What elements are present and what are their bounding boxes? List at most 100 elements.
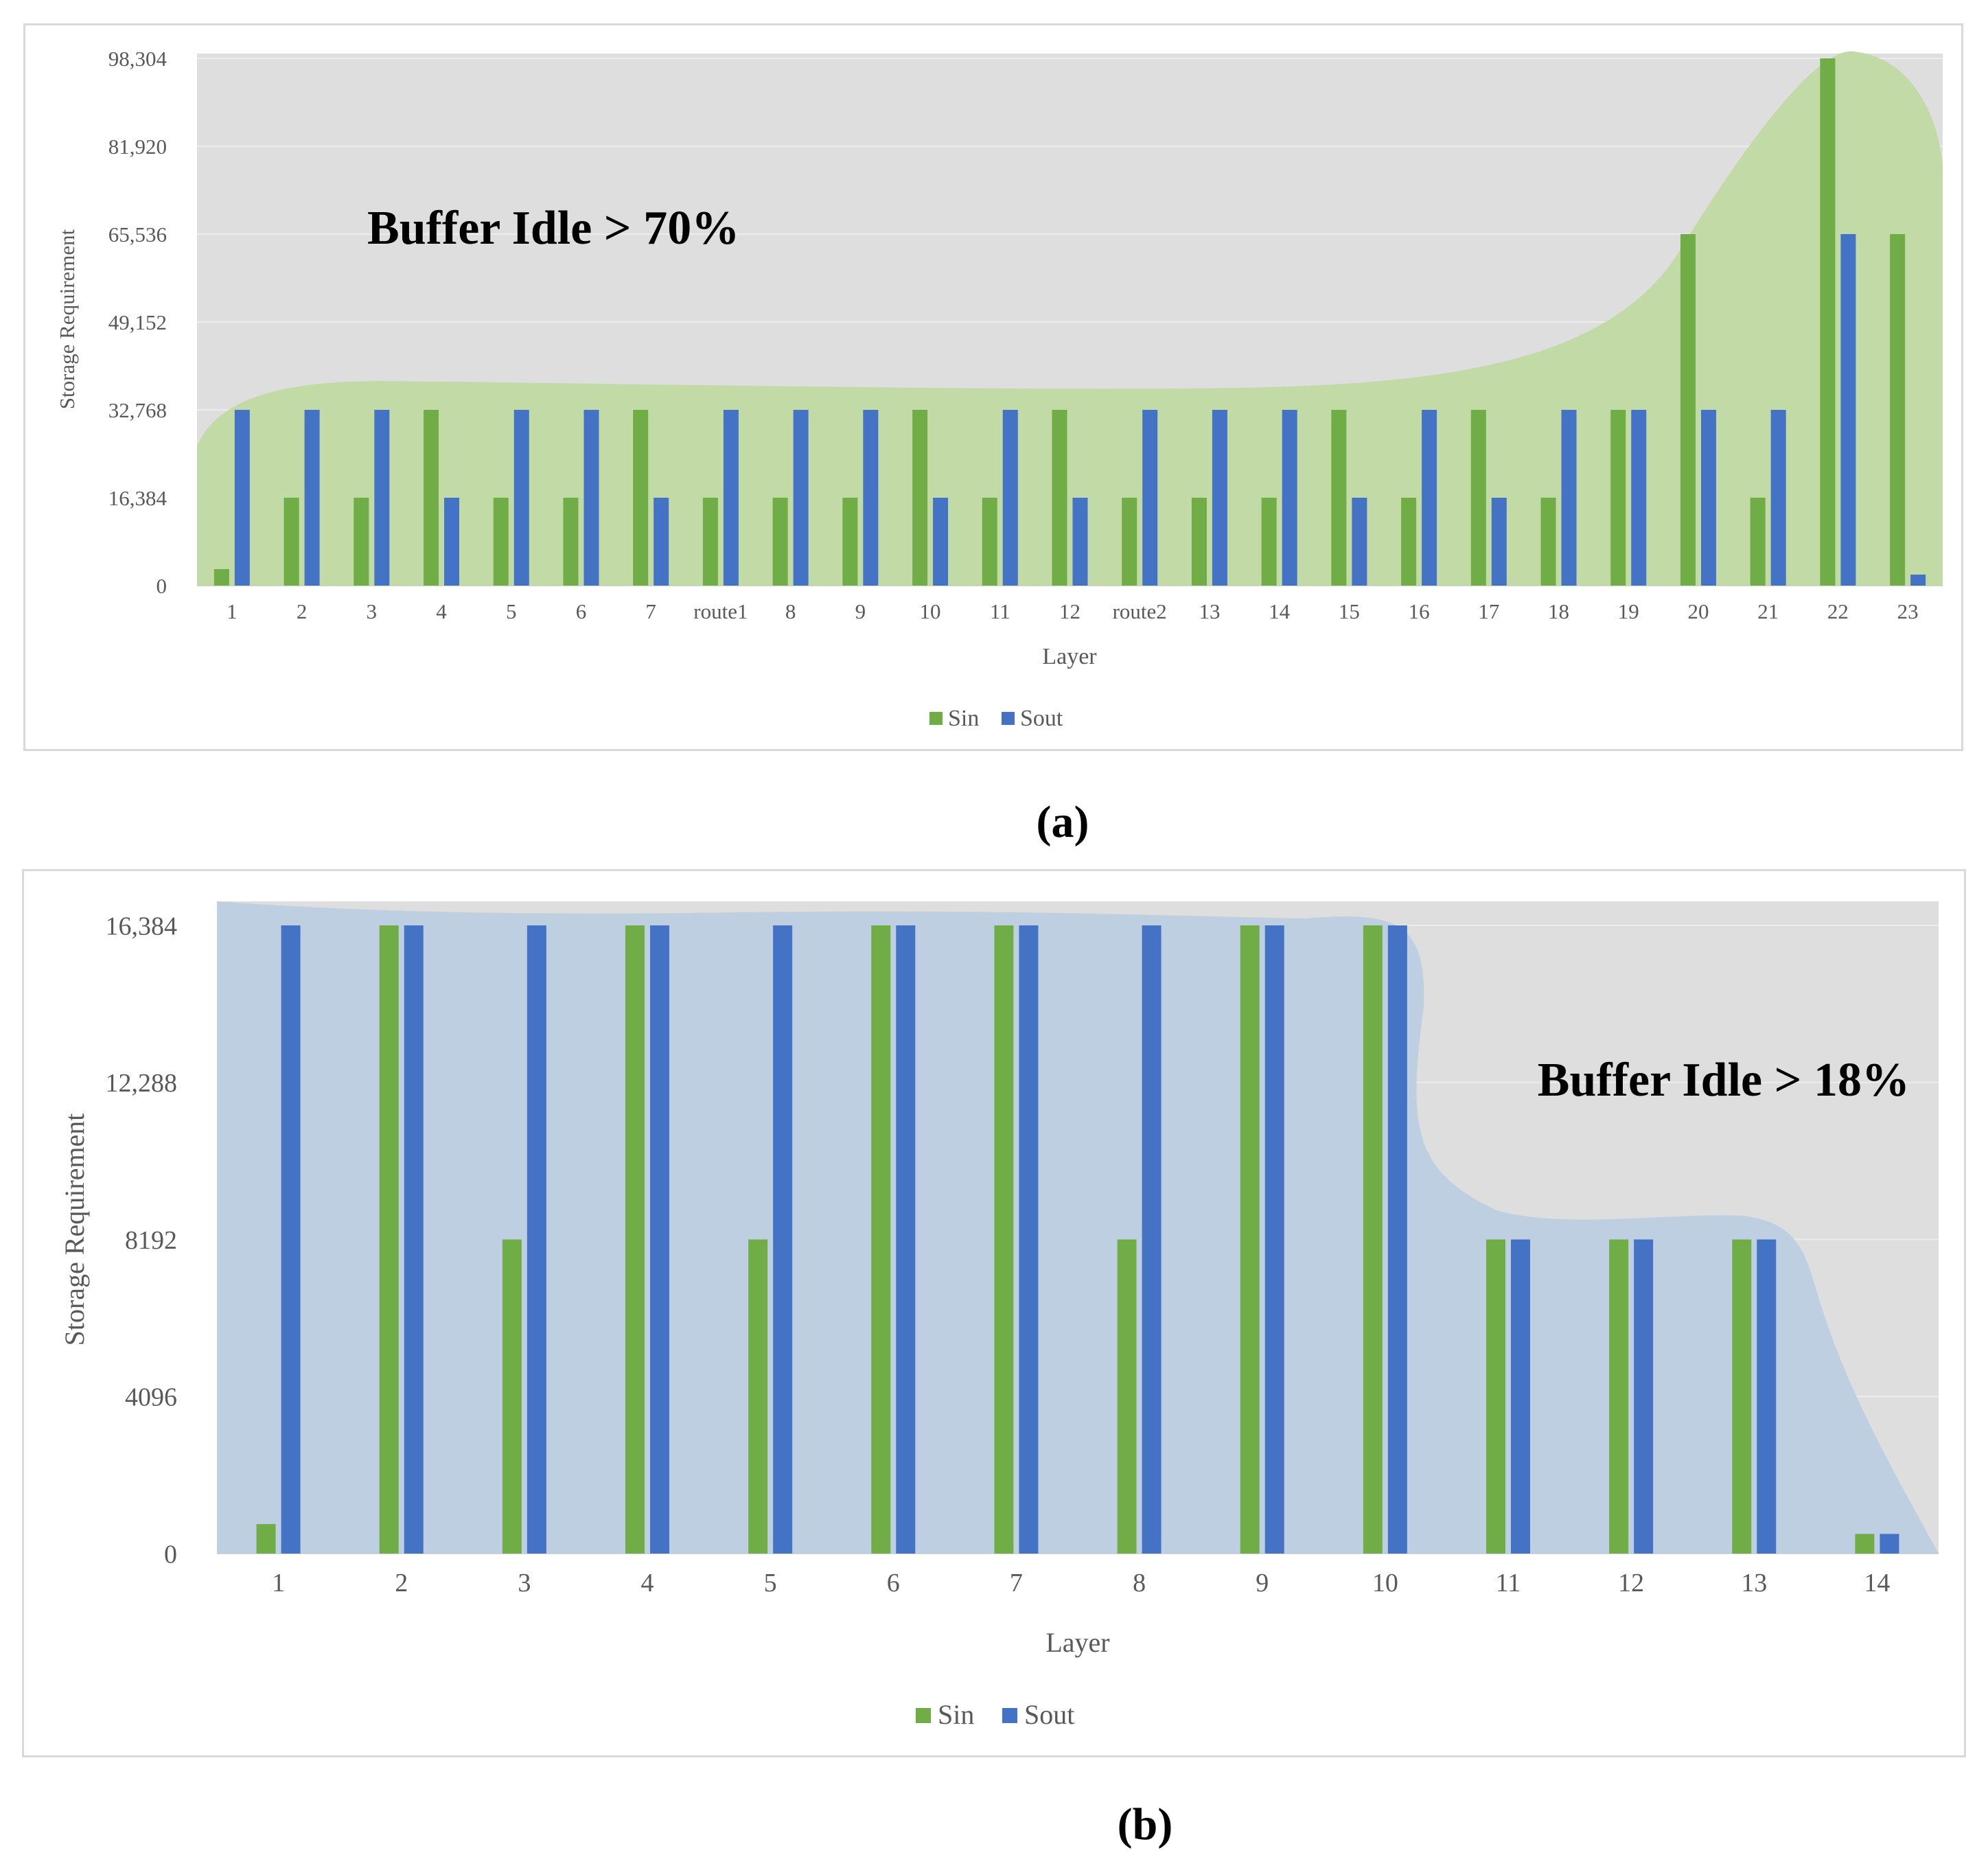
x-tick-label: 4 [641,1569,654,1597]
bar-sin [1750,498,1766,586]
bar-sin [1732,1239,1752,1554]
x-tick-label: 7 [645,599,656,623]
bar-sout [1019,925,1039,1554]
bar-sin [1486,1239,1505,1554]
x-tick-label: 1 [227,599,238,623]
bar-sout [281,925,301,1554]
bar-sin [994,925,1014,1554]
y-tick-label: 0 [157,574,167,598]
chart-b-area-envelope [217,901,1939,1554]
x-tick-label: 11 [1496,1569,1521,1597]
bar-sout [1757,1239,1777,1554]
bar-sout [527,925,546,1554]
chart-a-annotation: Buffer Idle > 70% [367,202,739,255]
bar-sout [1511,1239,1530,1554]
chart-b-legend: Sin Sout [916,1699,1074,1730]
x-tick-label: 12 [1618,1569,1644,1597]
x-tick-label: 7 [1010,1569,1023,1597]
bar-sin [1820,58,1836,586]
bar-sin [256,1524,276,1554]
bar-sin [871,925,891,1554]
x-tick-label: 3 [518,1569,531,1597]
bar-sin [1240,925,1260,1554]
bar-sout [1700,410,1716,586]
bar-sout [1142,410,1158,586]
bar-sin [625,925,645,1554]
x-tick-label: 8 [785,599,796,623]
bar-sin [1052,410,1067,586]
y-tick-label: 32,768 [108,398,167,422]
bar-sin [1191,498,1207,586]
bar-sout [1770,410,1786,586]
bar-sout [234,410,250,586]
bar-sin [1331,410,1347,586]
bar-sin [1855,1534,1875,1554]
bar-sin [354,498,369,586]
chart-b-yticks: 0 4096 8192 12,288 16,384 [106,912,178,1569]
bar-sout [1910,575,1926,586]
bar-sout [650,925,669,1554]
bar-sout [374,410,390,586]
x-tick-label: 6 [887,1569,900,1597]
y-tick-label: 16,384 [106,912,178,940]
bar-sin [1609,1239,1629,1554]
bar-sout [933,498,949,586]
bar-sout [1142,925,1161,1554]
chart-a-frame [23,23,1963,751]
chart-a-yticks: 0 16,384 32,768 49,152 65,536 81,920 98,304 [108,47,167,598]
bar-sout [863,410,879,586]
bar-sin [1261,498,1277,586]
x-tick-label: 9 [1256,1569,1269,1597]
x-tick-label: 21 [1757,599,1779,623]
bar-sout [773,925,793,1554]
x-tick-label: 4 [436,599,447,623]
x-tick-label: 14 [1864,1569,1890,1597]
panel-a-label: (a) [1036,797,1089,847]
x-tick-label: 10 [920,599,941,623]
legend-sin-swatch [916,1708,931,1723]
bar-sout [1072,498,1088,586]
chart-b-xlabel: Layer [1045,1627,1109,1658]
x-tick-label: 13 [1199,599,1220,623]
bar-sout [1352,498,1367,586]
x-tick-label: 5 [764,1569,777,1597]
bar-sout [896,925,916,1554]
x-tick-label: 12 [1059,599,1080,623]
x-tick-label: 6 [576,599,587,623]
bar-sout [723,410,739,586]
y-tick-label: 81,920 [108,135,167,159]
y-tick-label: 4096 [125,1383,177,1412]
x-tick-label: 5 [506,599,517,623]
bar-sout [1282,410,1297,586]
x-tick-label: 3 [367,599,378,623]
bar-sin [748,1239,768,1554]
bar-sout [654,498,669,586]
bar-sin [284,498,299,586]
bar-sin [379,925,399,1554]
bar-sout [1212,410,1227,586]
x-tick-label: 18 [1548,599,1569,623]
bar-sin [1363,925,1383,1554]
bar-sin [424,410,439,586]
bar-sout [1264,925,1284,1554]
bar-sout [1002,410,1018,586]
panel-b-label: (b) [1117,1799,1173,1849]
x-tick-label: 14 [1269,599,1291,623]
bar-sin [633,410,649,586]
x-tick-label: 20 [1687,599,1709,623]
legend-sout-label: Sout [1024,1699,1074,1730]
y-tick-label: 98,304 [108,47,167,71]
x-tick-label: 10 [1372,1569,1398,1597]
bar-sout [1561,410,1577,586]
x-tick-label: 2 [297,599,308,623]
bar-sout [1840,234,1856,586]
x-tick-label: route2 [1113,599,1167,623]
bar-sin [702,498,718,586]
bar-sout [304,410,320,586]
bar-sin [502,1239,522,1554]
x-tick-label: 8 [1133,1569,1146,1597]
bar-sout [793,410,809,586]
chart-b-xticks: 1 2 3 4 5 6 7 8 9 10 11 12 13 14 [272,1569,1890,1597]
